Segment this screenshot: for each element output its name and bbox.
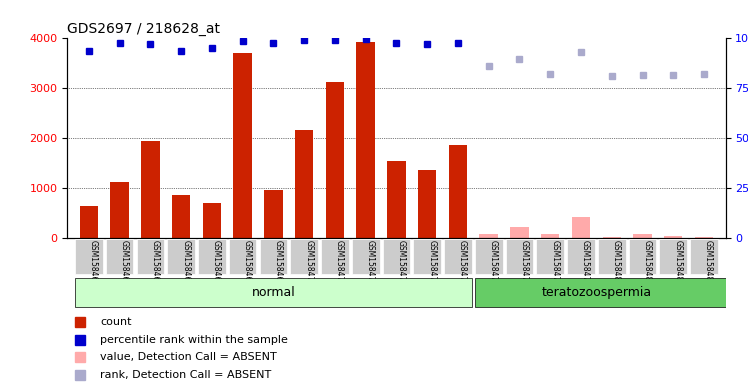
Bar — [357, 42, 375, 238]
Bar — [664, 235, 682, 238]
Text: GSM158465: GSM158465 — [150, 240, 159, 286]
FancyBboxPatch shape — [229, 239, 257, 274]
FancyBboxPatch shape — [382, 239, 411, 274]
Text: GSM158468: GSM158468 — [242, 240, 251, 286]
Text: GSM158466: GSM158466 — [181, 240, 190, 286]
Bar — [172, 195, 190, 238]
Bar — [695, 237, 714, 238]
Text: GSM158476: GSM158476 — [488, 240, 497, 286]
Bar — [541, 233, 560, 238]
Text: GSM158479: GSM158479 — [581, 240, 590, 286]
Text: percentile rank within the sample: percentile rank within the sample — [100, 334, 288, 344]
FancyBboxPatch shape — [598, 239, 625, 274]
FancyBboxPatch shape — [321, 239, 349, 274]
Text: GSM158480: GSM158480 — [612, 240, 621, 286]
Text: GSM158474: GSM158474 — [427, 240, 436, 286]
Text: GSM158463: GSM158463 — [89, 240, 98, 286]
Text: GSM158464: GSM158464 — [120, 240, 129, 286]
Text: GSM158482: GSM158482 — [673, 240, 682, 286]
Text: GSM158475: GSM158475 — [458, 240, 467, 286]
Bar — [264, 190, 283, 238]
FancyBboxPatch shape — [198, 239, 226, 274]
Bar — [571, 217, 590, 238]
Bar — [479, 233, 498, 238]
FancyBboxPatch shape — [290, 239, 318, 274]
Bar — [295, 130, 313, 238]
Text: GSM158481: GSM158481 — [643, 240, 652, 286]
FancyBboxPatch shape — [475, 239, 503, 274]
FancyBboxPatch shape — [75, 278, 472, 308]
Text: value, Detection Call = ABSENT: value, Detection Call = ABSENT — [100, 353, 277, 362]
Bar — [233, 53, 252, 238]
Bar — [325, 82, 344, 238]
FancyBboxPatch shape — [105, 239, 133, 274]
Text: GSM158470: GSM158470 — [304, 240, 313, 286]
FancyBboxPatch shape — [168, 239, 195, 274]
Bar — [203, 203, 221, 238]
FancyBboxPatch shape — [414, 239, 441, 274]
FancyBboxPatch shape — [475, 278, 732, 308]
Text: GSM158473: GSM158473 — [396, 240, 405, 286]
Text: GSM158469: GSM158469 — [274, 240, 283, 286]
Bar — [510, 227, 529, 238]
Bar — [603, 237, 621, 238]
Text: count: count — [100, 317, 132, 327]
Text: GSM158467: GSM158467 — [212, 240, 221, 286]
Bar — [387, 161, 405, 238]
Text: GSM158471: GSM158471 — [335, 240, 344, 286]
FancyBboxPatch shape — [75, 239, 102, 274]
FancyBboxPatch shape — [137, 239, 165, 274]
FancyBboxPatch shape — [444, 239, 472, 274]
FancyBboxPatch shape — [628, 239, 656, 274]
Text: normal: normal — [251, 286, 295, 299]
Bar — [111, 182, 129, 238]
Bar — [79, 206, 98, 238]
Bar — [141, 141, 159, 238]
Bar — [418, 170, 436, 238]
FancyBboxPatch shape — [690, 239, 718, 274]
FancyBboxPatch shape — [506, 239, 533, 274]
Text: GDS2697 / 218628_at: GDS2697 / 218628_at — [67, 22, 221, 36]
Text: GSM158472: GSM158472 — [366, 240, 375, 286]
Text: rank, Detection Call = ABSENT: rank, Detection Call = ABSENT — [100, 370, 272, 380]
FancyBboxPatch shape — [536, 239, 564, 274]
Text: GSM158483: GSM158483 — [704, 240, 713, 286]
Text: teratozoospermia: teratozoospermia — [542, 286, 652, 299]
FancyBboxPatch shape — [260, 239, 287, 274]
FancyBboxPatch shape — [352, 239, 379, 274]
Bar — [449, 145, 468, 238]
FancyBboxPatch shape — [567, 239, 595, 274]
FancyBboxPatch shape — [660, 239, 687, 274]
Text: GSM158477: GSM158477 — [519, 240, 529, 286]
Bar — [634, 234, 652, 238]
Text: GSM158478: GSM158478 — [551, 240, 560, 286]
